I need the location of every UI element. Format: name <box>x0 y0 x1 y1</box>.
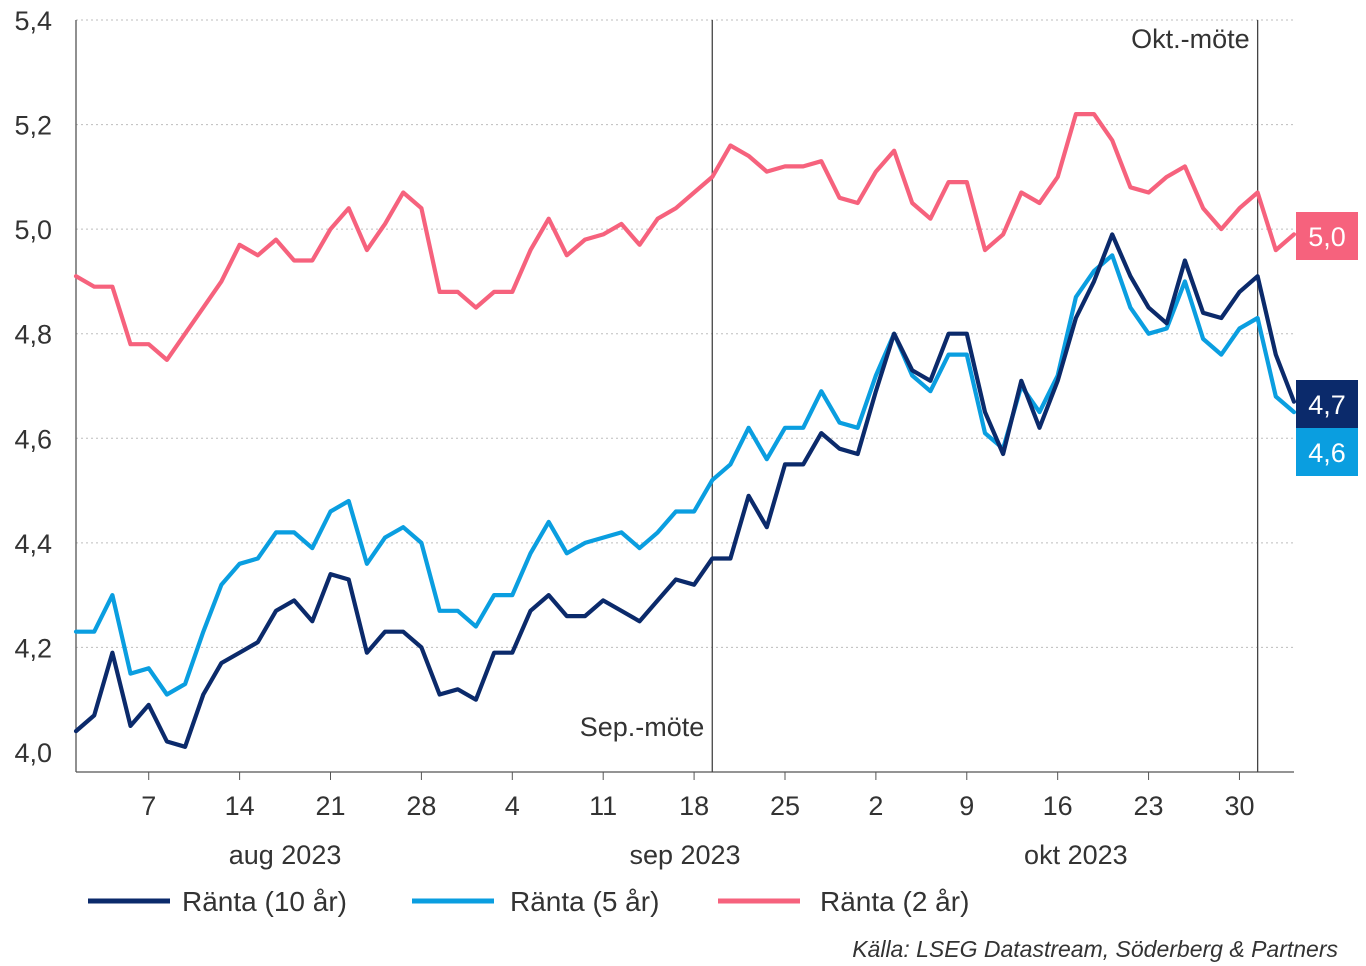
annotation-layer: Sep.-möte Okt.-möte <box>580 20 1259 772</box>
x-tick-label: 25 <box>770 791 800 821</box>
legend-label: Ränta (10 år) <box>182 886 347 917</box>
y-tick-label: 4,2 <box>14 633 52 663</box>
x-tick-label: 21 <box>315 791 345 821</box>
end-label-layer: 4,7 4,6 5,0 <box>1296 212 1358 476</box>
end-label-value: 5,0 <box>1308 222 1346 252</box>
series-line <box>73 232 1297 749</box>
end-label-box <box>1296 428 1358 476</box>
x-tick-label: 23 <box>1134 791 1164 821</box>
x-tick-label: 18 <box>679 791 709 821</box>
legend-label: Ränta (2 år) <box>820 886 969 917</box>
month-label: okt 2023 <box>1024 840 1128 870</box>
source-note: Källa: LSEG Datastream, Söderberg & Part… <box>852 936 1338 962</box>
x-tick-label: 7 <box>141 791 156 821</box>
end-label-box <box>1296 212 1358 260</box>
series-line <box>73 253 1297 697</box>
y-tick-label: 5,2 <box>14 111 52 141</box>
x-tick-label: 2 <box>868 791 883 821</box>
y-tick-label: 5,0 <box>14 215 52 245</box>
x-tick-label: 28 <box>406 791 436 821</box>
y-tick-label: 5,4 <box>14 6 52 36</box>
grid-layer <box>76 19 1294 648</box>
month-label: sep 2023 <box>629 840 740 870</box>
end-label-value: 4,6 <box>1308 438 1346 468</box>
y-tick-label: 4,8 <box>14 320 52 350</box>
end-label-box <box>1296 380 1358 428</box>
series-line <box>73 111 1297 362</box>
series-layer <box>73 111 1297 749</box>
axes-layer: 4,0 4,2 4,4 4,6 4,8 5,0 5,2 5,4 7 14 21 28 4 11 18 25 2 9… <box>14 6 1294 870</box>
meeting-label: Okt.-möte <box>1131 24 1250 54</box>
y-tick-label: 4,0 <box>14 738 52 768</box>
x-tick-label: 9 <box>959 791 974 821</box>
y-tick-label: 4,4 <box>14 529 52 559</box>
x-tick-label: 4 <box>505 791 520 821</box>
legend-label: Ränta (5 år) <box>510 886 659 917</box>
x-tick-label: 11 <box>589 791 617 821</box>
end-label-value: 4,7 <box>1308 390 1346 420</box>
legend: Ränta (10 år) Ränta (5 år) Ränta (2 år) <box>88 886 969 917</box>
x-tick-label: 14 <box>225 791 255 821</box>
x-tick-label: 16 <box>1043 791 1073 821</box>
y-tick-label: 4,6 <box>14 424 52 454</box>
x-tick-label: 30 <box>1224 791 1254 821</box>
meeting-label: Sep.-möte <box>580 712 705 742</box>
month-label: aug 2023 <box>229 840 342 870</box>
